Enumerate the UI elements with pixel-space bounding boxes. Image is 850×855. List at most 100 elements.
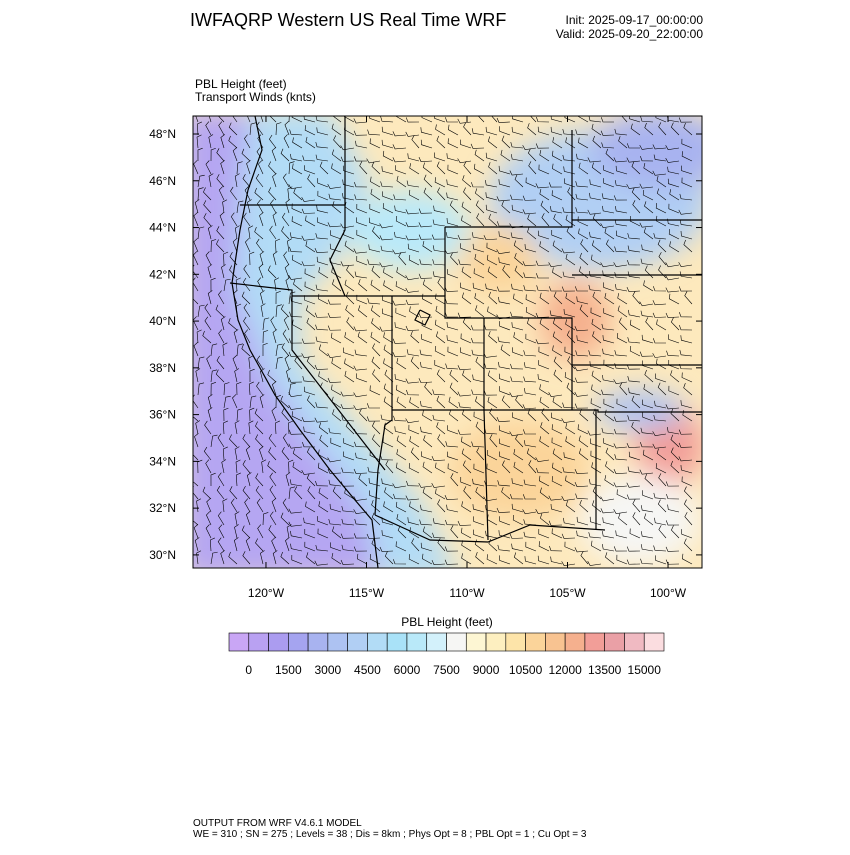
wind-barb	[193, 485, 199, 500]
wind-barb	[304, 281, 316, 292]
wind-barb	[631, 395, 641, 409]
wind-barb	[206, 355, 212, 370]
wind-barb	[340, 156, 355, 162]
wind-barb	[605, 552, 615, 565]
wind-barb	[249, 407, 255, 422]
wind-barb	[384, 551, 394, 565]
wind-barb	[644, 369, 654, 383]
init-time: Init: 2025-09-17_00:00:00	[566, 13, 704, 27]
wind-barb	[460, 282, 472, 292]
wind-barb	[680, 165, 693, 175]
wind-barb	[410, 330, 420, 344]
wind-barb	[234, 368, 240, 383]
wind-barb	[526, 318, 537, 331]
wind-barb	[513, 293, 524, 305]
wind-barb	[218, 186, 225, 201]
wind-barb	[642, 490, 654, 500]
wind-barb	[535, 183, 550, 189]
wind-barb	[379, 235, 394, 241]
wind-barb	[197, 459, 203, 474]
wind-barb	[331, 149, 342, 162]
wind-barb	[486, 242, 498, 253]
wind-barb	[197, 304, 205, 318]
wind-barb	[461, 540, 472, 552]
map-frame	[192, 115, 703, 569]
wind-barb	[304, 125, 316, 136]
wind-barb	[486, 449, 498, 461]
wind-barb	[341, 544, 355, 552]
wind-barb	[652, 170, 667, 176]
wind-barb	[473, 411, 485, 422]
wind-barb	[562, 271, 576, 279]
wind-barb	[565, 137, 576, 149]
wind-barb	[522, 429, 537, 435]
wind-barb	[591, 384, 602, 396]
colorbar-box	[367, 632, 388, 652]
wind-barb	[286, 368, 291, 383]
wind-barb	[223, 407, 229, 422]
wind-barb	[383, 358, 394, 370]
wind-barb	[491, 116, 498, 123]
wind-barb	[288, 351, 303, 357]
wind-barb	[229, 434, 238, 448]
wind-barb	[678, 286, 693, 292]
wind-barb	[462, 370, 472, 383]
wind-barb	[432, 219, 446, 227]
wind-barb	[509, 223, 524, 229]
wind-barb	[602, 348, 615, 357]
colorbar-box	[386, 632, 408, 652]
wind-barb	[498, 179, 511, 188]
colorbar: 0 1500 3000 4500 6000 7500 9000 10500 12000 13500…	[228, 632, 665, 677]
wind-barb	[356, 203, 368, 214]
wind-barb	[288, 161, 295, 175]
colorbar-box	[228, 632, 250, 652]
wind-barb	[431, 234, 446, 240]
wind-barb	[473, 163, 485, 175]
wind-barb	[446, 217, 459, 227]
wind-barb	[246, 160, 251, 175]
wind-barb	[522, 494, 537, 500]
wind-barb	[236, 303, 242, 318]
wind-barb	[605, 461, 615, 474]
wind-barb	[613, 157, 628, 163]
wind-barb	[432, 245, 446, 253]
wind-barb	[331, 163, 342, 175]
wind-barb	[514, 253, 524, 266]
wind-barb	[259, 251, 265, 266]
wind-barb	[269, 511, 277, 526]
wind-barb	[601, 142, 615, 149]
wind-barb	[513, 552, 524, 565]
wind-barb	[462, 317, 472, 331]
wind-barb	[498, 361, 511, 370]
wind-barb	[307, 486, 316, 500]
wind-barb	[670, 447, 680, 461]
wind-barb	[562, 154, 576, 162]
wind-barb	[327, 299, 342, 305]
wind-barb	[331, 384, 342, 396]
wind-barb	[254, 227, 264, 240]
wind-barb	[512, 412, 524, 422]
wind-barb	[474, 539, 485, 552]
wind-barb	[396, 462, 407, 474]
wind-barb	[318, 487, 329, 500]
wind-barb	[383, 280, 394, 292]
wind-barb	[315, 402, 329, 409]
wind-barb	[193, 416, 199, 422]
wind-barb	[272, 329, 278, 344]
wind-barb	[248, 355, 254, 370]
wind-barb	[550, 205, 563, 214]
wind-barb	[317, 190, 329, 201]
wind-barb	[218, 290, 225, 305]
wind-barb	[449, 200, 459, 214]
wind-barb	[548, 495, 563, 501]
wind-barb	[408, 189, 420, 201]
wind-barb	[381, 139, 394, 149]
wind-barb	[527, 148, 537, 162]
wind-barb	[551, 230, 563, 240]
wind-barb	[366, 533, 381, 539]
wind-barb	[210, 369, 218, 383]
wind-barb	[538, 541, 550, 552]
wind-barb	[436, 135, 446, 149]
wind-barb	[576, 296, 589, 305]
wind-barb	[341, 505, 355, 513]
